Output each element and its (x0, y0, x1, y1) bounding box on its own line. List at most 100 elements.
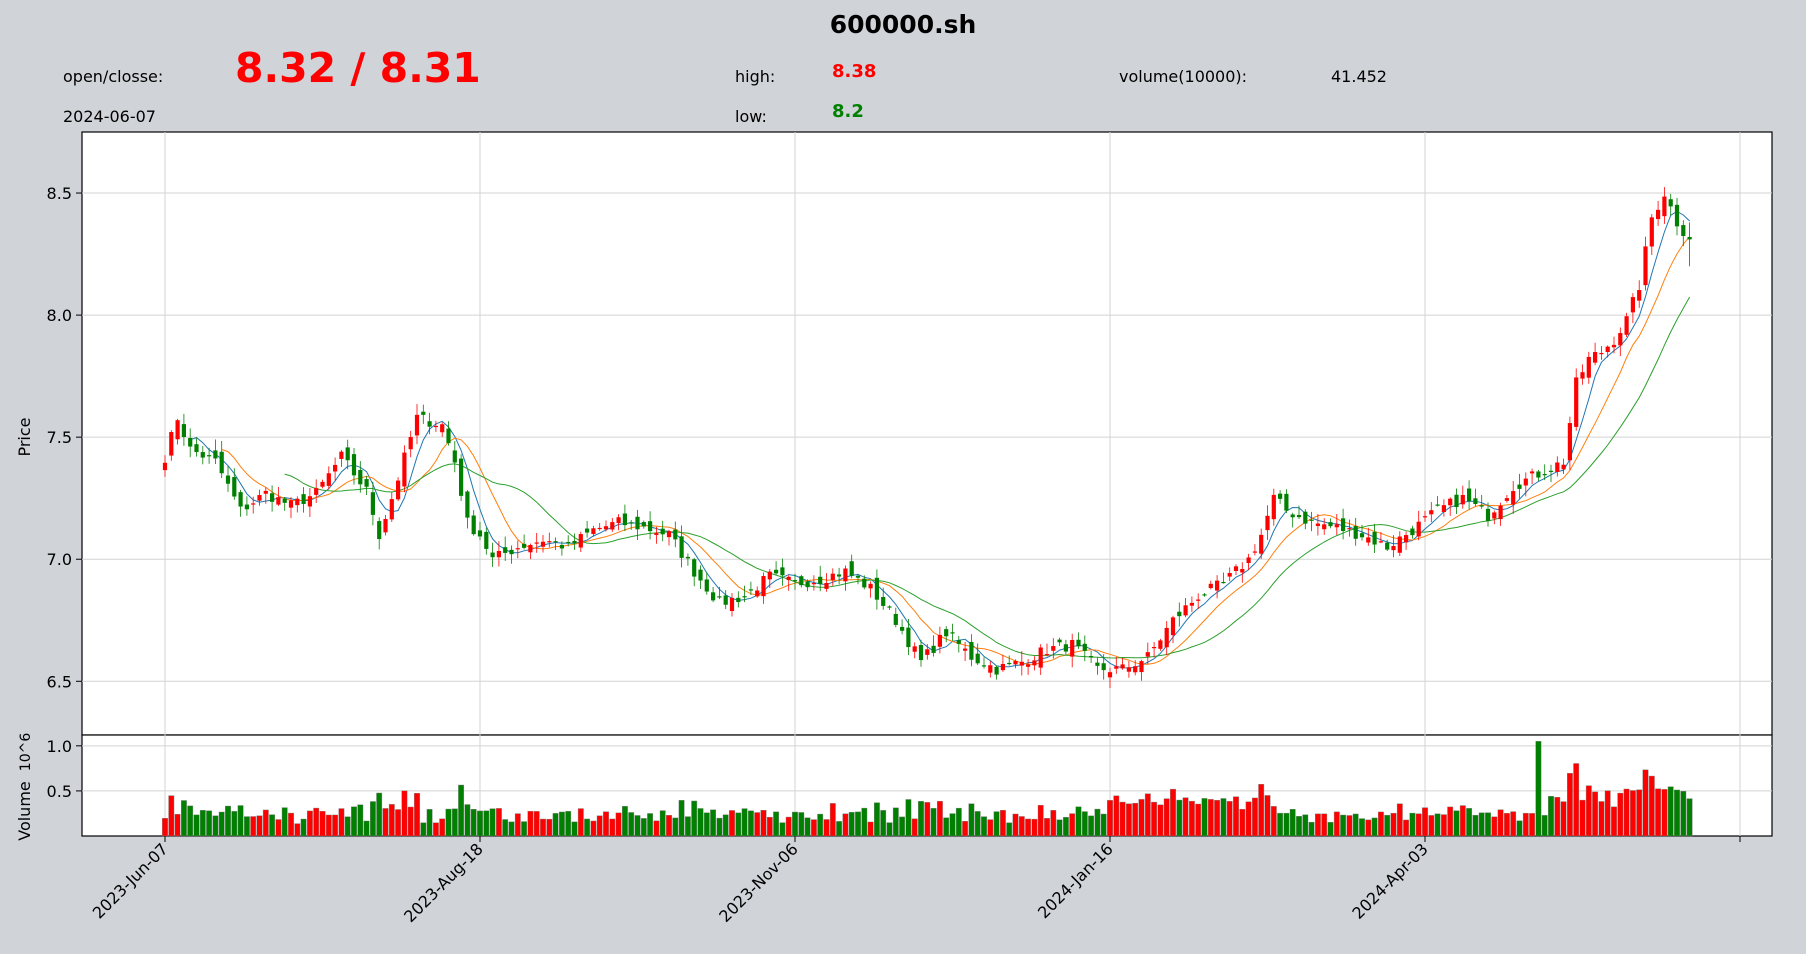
volume-bar (659, 810, 666, 837)
volume-bar (237, 805, 244, 837)
candle-body (339, 451, 344, 459)
volume-bar (489, 808, 496, 837)
volume-bar (395, 809, 401, 837)
candle-body (251, 503, 256, 505)
candle-body (963, 648, 968, 651)
volume-bar (225, 805, 231, 837)
volume-bar (1025, 818, 1032, 837)
volume-bar (540, 818, 546, 837)
candle-body (1095, 662, 1100, 666)
volume-bar (502, 819, 509, 837)
volume-bar (1176, 799, 1183, 837)
candle-body (906, 627, 911, 648)
volume-bar (754, 812, 761, 837)
candle-body (1139, 661, 1144, 673)
volume-bar (1321, 813, 1328, 837)
volume-bar (464, 804, 471, 837)
volume-bar (653, 820, 660, 837)
volume-bar (748, 810, 754, 837)
candle-body (1498, 505, 1503, 520)
candle-body (175, 420, 180, 440)
volume-bar (634, 815, 641, 837)
candle-body (188, 437, 193, 447)
volume-axis-label: Volume (15, 781, 34, 841)
candle-body (994, 666, 999, 675)
volume-bar (1535, 741, 1542, 837)
volume-bar (911, 818, 918, 837)
volume-tick-label: 1.0 (47, 737, 72, 756)
date-label: 2024-06-07 (63, 107, 156, 126)
volume-bar (1472, 814, 1479, 837)
volume-bar (1384, 814, 1391, 837)
volume-bar (1031, 818, 1038, 837)
volume-bar (1012, 813, 1019, 837)
candle-body (383, 518, 388, 533)
candle-body (711, 592, 716, 601)
volume-bar (609, 818, 616, 837)
volume-bar (685, 816, 691, 837)
volume-bar (1554, 797, 1561, 837)
candle-body (673, 529, 678, 540)
volume-bar (1333, 811, 1340, 837)
chart-title: 600000.sh (829, 10, 977, 39)
candle-body (717, 596, 722, 598)
volume-bar (1422, 807, 1428, 837)
volume-bar (697, 808, 704, 837)
candle-body (855, 575, 861, 578)
volume-bar (552, 813, 559, 837)
volume-bar (180, 800, 187, 837)
candle-body (1290, 514, 1295, 518)
volume-bar (1566, 773, 1573, 837)
volume-bar (1428, 815, 1435, 837)
volume-bar (792, 811, 798, 837)
volume-bar (565, 811, 572, 837)
volume-bar (174, 814, 181, 837)
x-tick-label: 2023-Jun-07 (89, 839, 172, 922)
volume-bar (1264, 795, 1271, 837)
candle-body (1416, 521, 1421, 537)
volume-bar (571, 821, 578, 837)
volume-bar (262, 809, 269, 837)
volume-bar (382, 808, 389, 837)
volume-bar (703, 812, 710, 837)
volume-bar (470, 809, 477, 837)
candle-body (1044, 654, 1050, 656)
volume-bar (187, 805, 194, 837)
candle-body (868, 583, 873, 589)
volume-bar (886, 822, 893, 837)
candle-body (1605, 346, 1610, 353)
volume-bar (212, 815, 219, 837)
volume-bar (294, 823, 301, 837)
candle-body (465, 491, 470, 518)
open-close-label: open/closse: (63, 67, 164, 86)
candle-body (326, 473, 331, 486)
candle-body (1051, 646, 1056, 651)
volume-bar (363, 820, 370, 837)
x-tick-label: 2023-Nov-06 (715, 839, 802, 926)
candle-body (1435, 504, 1440, 506)
volume-bar (1503, 813, 1510, 837)
volume-bar (678, 800, 685, 837)
candle-body (742, 596, 747, 598)
candle-body (818, 576, 823, 584)
candle-body (918, 644, 924, 661)
candle-body (320, 481, 325, 487)
candle-body (1038, 647, 1043, 668)
volume-bar (1277, 812, 1284, 837)
volume-bar (1403, 819, 1410, 837)
volume-bar (1251, 797, 1258, 837)
candle-body (988, 665, 993, 673)
candle-body (1637, 290, 1642, 301)
volume-bar (1560, 801, 1567, 837)
volume-label: volume(10000): (1119, 67, 1248, 86)
volume-bar (199, 810, 206, 837)
volume-bar (1107, 800, 1113, 837)
candle-body (477, 530, 483, 537)
volume-bar (716, 817, 723, 837)
volume-bar (584, 818, 591, 837)
candle-body (912, 646, 917, 652)
candle-body (654, 533, 659, 535)
candle-body (1687, 236, 1692, 240)
volume-bar (477, 810, 483, 837)
candle-body (1101, 663, 1106, 671)
